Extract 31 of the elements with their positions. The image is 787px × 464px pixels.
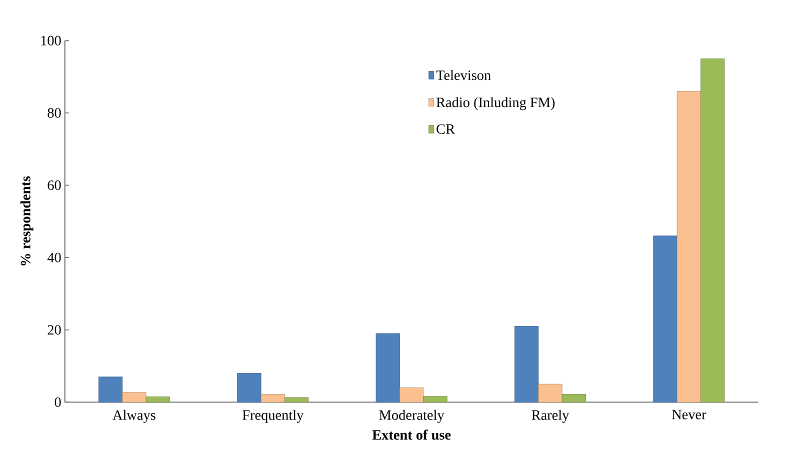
bar [98,376,123,403]
y-tick-label: 40 [47,252,61,263]
y-tick-label: 100 [41,36,61,46]
bar [400,388,424,403]
bar [700,58,725,403]
bar [514,326,539,403]
bar [122,392,146,403]
legend-label: CR [436,124,455,134]
x-tick-label: Rarely [532,410,570,424]
x-tick-label: Moderately [379,410,444,424]
bar [562,394,586,403]
bar [237,373,262,403]
x-axis-title: Extent of use [372,430,451,440]
y-tick-label: 20 [48,325,61,335]
x-tick-label: Always [112,410,156,424]
x-tick-label: Never [672,410,706,420]
bar [423,396,448,403]
y-tick-label: 80 [48,108,61,118]
y-tick-label: 60 [48,180,61,190]
bar [653,236,678,403]
legend-label: Televison [436,70,491,80]
legend-label: Radio (Inluding FM) [436,97,555,110]
bar [376,333,400,403]
bar [284,397,309,403]
y-tick-label: 0 [54,398,61,408]
bar [538,384,562,403]
bar [146,396,170,403]
y-axis-title: % respondents [20,176,34,266]
x-tick-label: Frequently [242,410,304,424]
bar [676,91,701,403]
bar [260,394,285,403]
